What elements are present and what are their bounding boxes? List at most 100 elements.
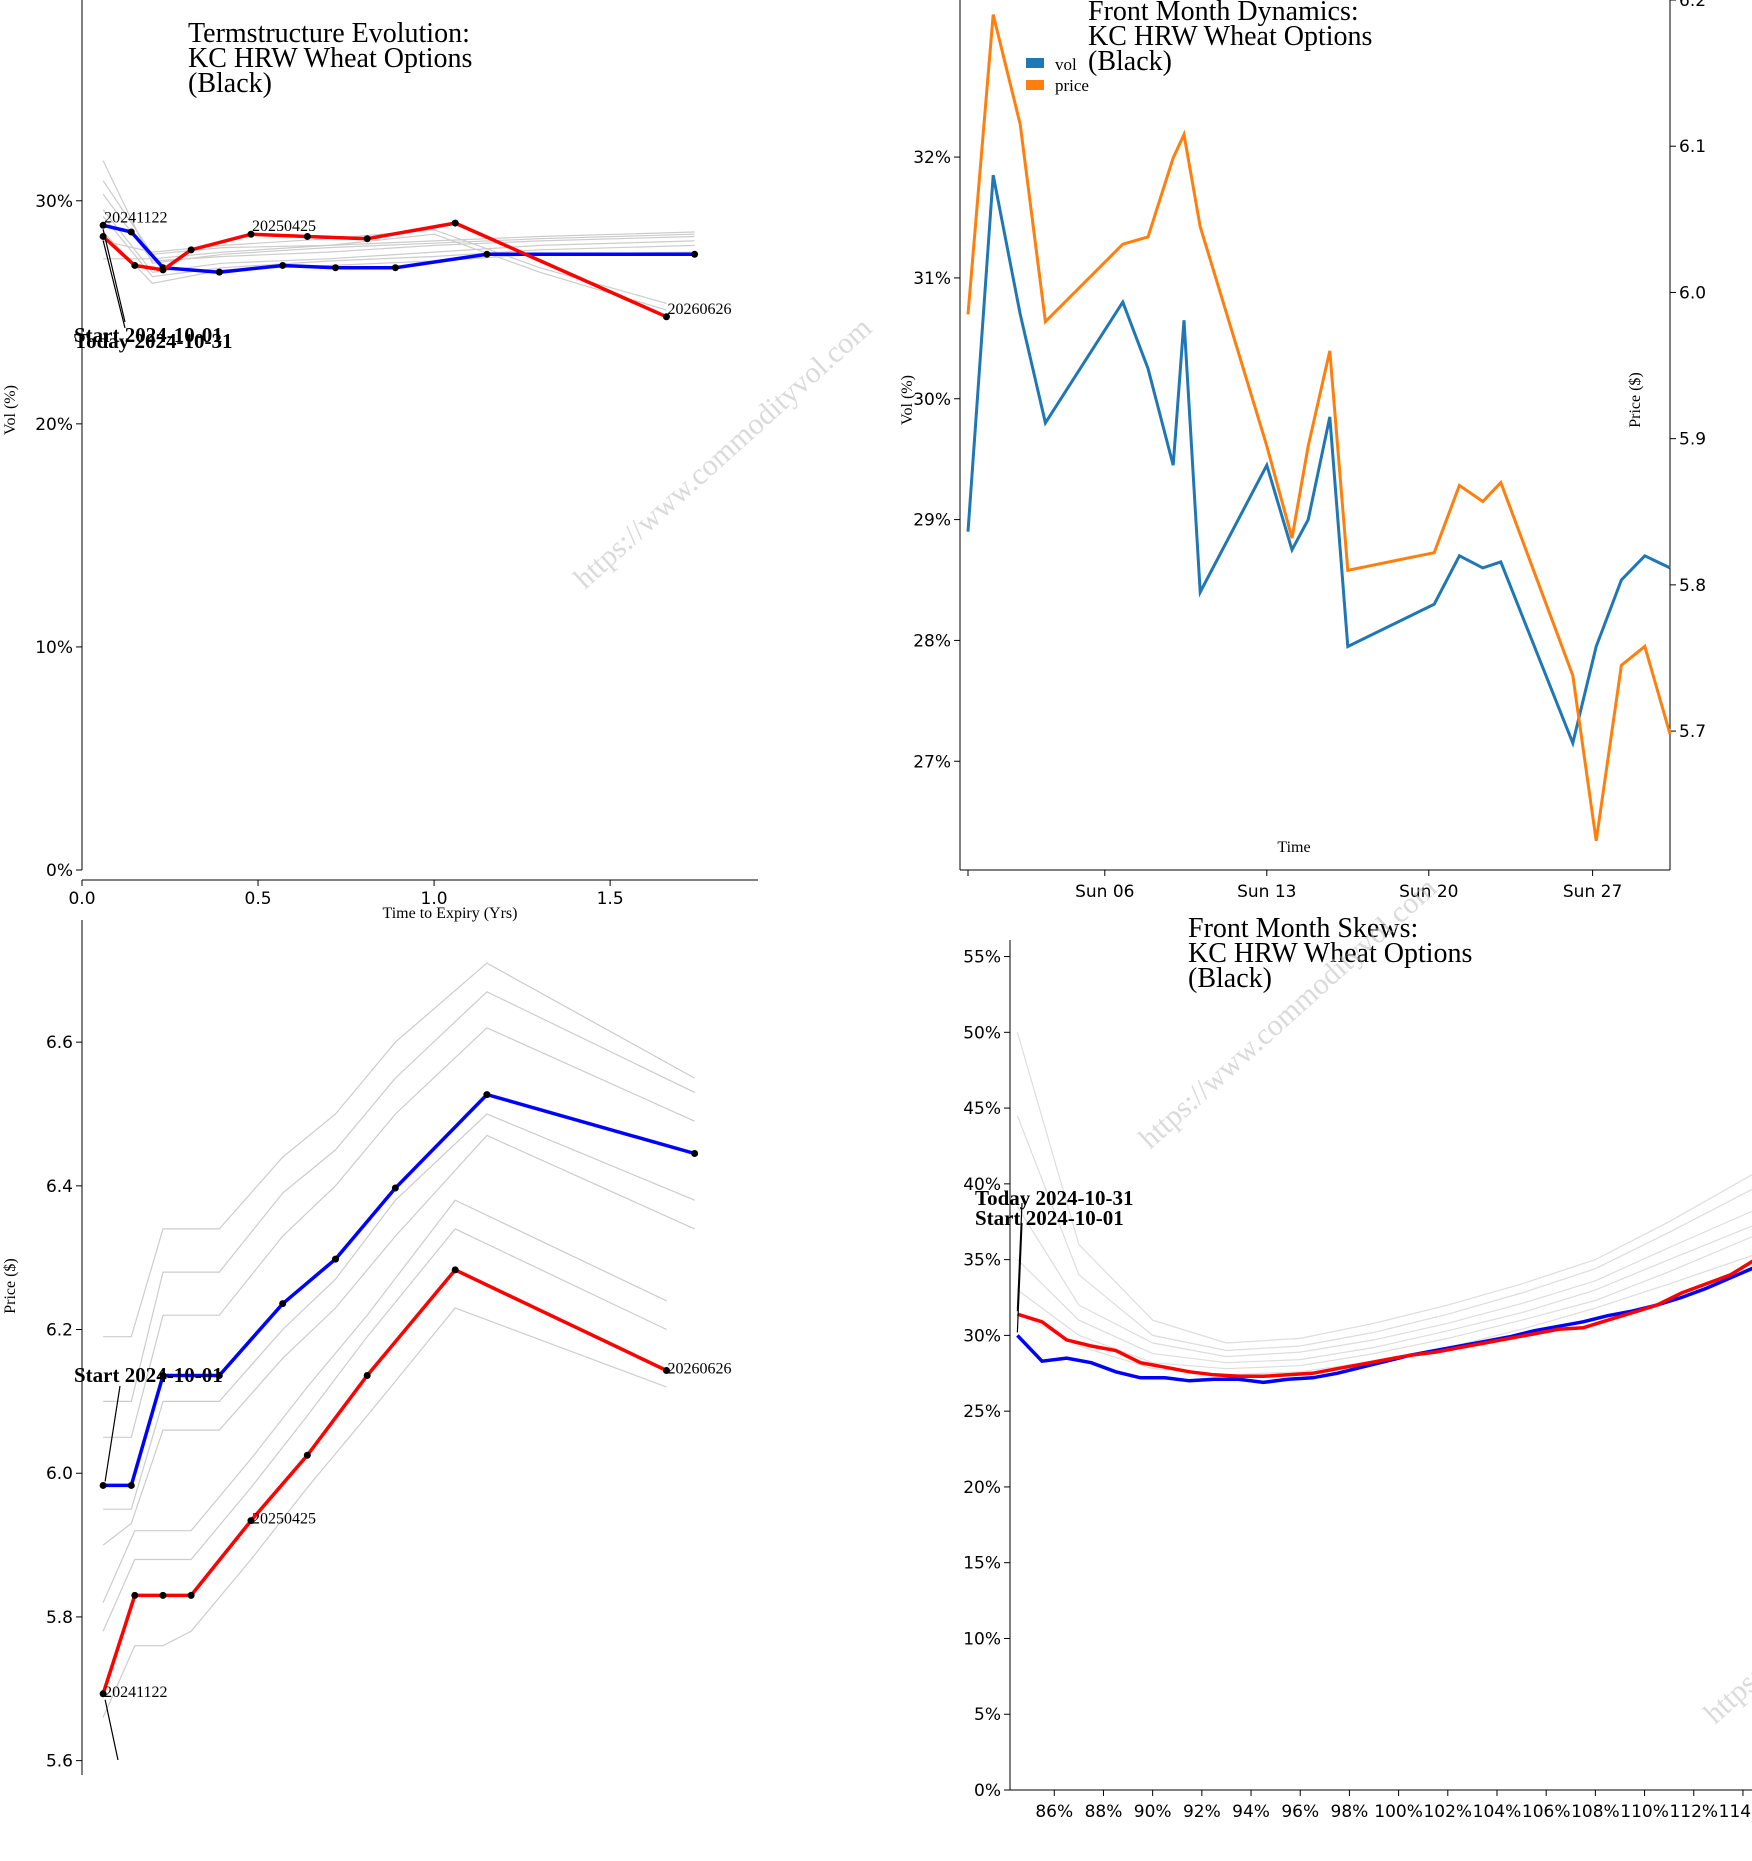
price-curve-annotation-arrow bbox=[104, 1699, 119, 1761]
front-skews-start-line bbox=[1016, 1266, 1752, 1385]
price-curve-start-point bbox=[279, 1300, 287, 1308]
history-term-curve bbox=[102, 160, 695, 264]
termstructure-annotation-start: Start 2024-10-01 bbox=[74, 323, 223, 347]
front-skews-y-tick-label: 45% bbox=[963, 1099, 1001, 1119]
termstructure-title-line-3: (Black) bbox=[188, 68, 272, 99]
front-skews-title-line-2: KC HRW Wheat Options bbox=[1188, 938, 1472, 969]
front-dynamics-y2-tick-label: 6.2 bbox=[1679, 0, 1706, 11]
front-dynamics-x-tick-label: Sun 27 bbox=[1563, 882, 1622, 902]
termstructure-x-tick-label: 1.0 bbox=[421, 889, 448, 909]
front-dynamics-y2-tick-label: 5.7 bbox=[1679, 722, 1706, 742]
termstructure-annotation-arrow bbox=[102, 229, 126, 323]
front-dynamics-axes: 27% 28% 29% 30% 31% 32% 5.7 5.8 5.9 6.0 6.1 6.2 Sun … bbox=[913, 0, 1706, 902]
termstructure-axes: 0% 10% 20% 30% 0.0 0.5 1.0 1.5 bbox=[35, 0, 758, 909]
front-dynamics-x-tick-label: Sun 06 bbox=[1075, 882, 1134, 902]
termstructure-today-point bbox=[662, 313, 670, 321]
front-skews-x-tick-label: 100% bbox=[1374, 1802, 1423, 1822]
watermark-4: https://www.commodityvol.com bbox=[1698, 1446, 1752, 1730]
front-skews-y-tick-label: 30% bbox=[963, 1326, 1001, 1346]
history-price-curve bbox=[103, 1113, 695, 1510]
termstructure-today-point bbox=[303, 232, 311, 240]
price-curve-today-point bbox=[247, 1517, 255, 1525]
front-dynamics-chart: 27% 28% 29% 30% 31% 32% 5.7 5.8 5.9 6.0 6.1 6.2 Sun … bbox=[899, 0, 1706, 902]
front-skews-axes: 0% 5% 10% 15% 20% 25% 30% 35% 40% 45% 50% 55% 86% 88%… bbox=[963, 940, 1752, 1822]
price-curve-y-tick-label: 6.2 bbox=[46, 1321, 73, 1341]
front-dynamics-x-tick-label: Sun 20 bbox=[1399, 882, 1458, 902]
price-curve-labels: 20241122 20250425 20260626 Start 2024-10-01 bbox=[74, 1360, 731, 1761]
price-curve-axes: 5.6 5.8 6.0 6.2 6.4 6.6 bbox=[46, 920, 83, 1775]
front-skews-y-tick-label: 10% bbox=[963, 1629, 1001, 1649]
front-skews-title-line-3: (Black) bbox=[1188, 963, 1272, 994]
front-skews-annotation-arrow bbox=[1016, 1202, 1023, 1312]
front-dynamics-y-tick-label: 29% bbox=[913, 511, 951, 531]
history-skew-curve bbox=[1016, 1032, 1752, 1344]
front-skews-title-line-1: Front Month Skews: bbox=[1188, 913, 1418, 944]
front-dynamics-series bbox=[966, 14, 1672, 842]
watermark-1: https://www.commodityvol.com bbox=[568, 311, 878, 595]
termstructure-y-tick-label: 10% bbox=[35, 638, 73, 658]
front-skews-y-tick-label: 5% bbox=[974, 1705, 1001, 1725]
price-curve-today-point bbox=[662, 1366, 670, 1374]
price-curve-today-point bbox=[131, 1591, 139, 1599]
front-dynamics-x-axis-label: Time bbox=[1277, 839, 1310, 856]
front-skews-x-tick-label: 112% bbox=[1669, 1802, 1718, 1822]
termstructure-start-point bbox=[99, 221, 107, 229]
price-curve-start-point bbox=[99, 1481, 107, 1489]
history-skew-curve bbox=[1016, 1206, 1752, 1358]
front-skews-x-tick-label: 98% bbox=[1331, 1802, 1369, 1822]
front-dynamics-x-tick-label: Sun 13 bbox=[1237, 882, 1296, 902]
termstructure-x-tick-label: 1.5 bbox=[597, 889, 624, 909]
front-skews-y-tick-label: 25% bbox=[963, 1402, 1001, 1422]
price-curve-start-point bbox=[691, 1150, 699, 1158]
legend-label-vol: vol bbox=[1055, 55, 1077, 74]
price-curve-contract-label: 20241122 bbox=[104, 1684, 167, 1701]
price-curve-start-point bbox=[127, 1481, 135, 1489]
price-curve-y-tick-label: 5.8 bbox=[46, 1608, 73, 1628]
front-dynamics-y2-tick-label: 5.9 bbox=[1679, 430, 1706, 450]
price-curve-y-tick-label: 6.0 bbox=[46, 1464, 73, 1484]
front-dynamics-title-line-3: (Black) bbox=[1088, 46, 1172, 77]
termstructure-contract-label: 20250425 bbox=[252, 218, 316, 235]
front-dynamics-price-line bbox=[966, 14, 1672, 842]
termstructure-x-tick-label: 0.0 bbox=[68, 889, 95, 909]
front-dynamics-y2-axis-label: Price ($) bbox=[1627, 372, 1644, 428]
history-price-curve bbox=[102, 1228, 667, 1632]
termstructure-title-line-1: Termstructure Evolution: bbox=[188, 18, 470, 49]
termstructure-today-point bbox=[187, 246, 195, 254]
history-price-curve bbox=[102, 1134, 695, 1546]
price-curve-today-line bbox=[101, 1267, 668, 1695]
front-skews-y-tick-label: 40% bbox=[963, 1175, 1001, 1195]
price-curve-today-point bbox=[159, 1591, 167, 1599]
termstructure-start-point bbox=[483, 250, 491, 258]
price-curve-start-point bbox=[391, 1184, 399, 1192]
legend-label-price: price bbox=[1055, 76, 1089, 95]
front-skews-x-tick-label: 108% bbox=[1571, 1802, 1620, 1822]
front-dynamics-vol-line bbox=[966, 174, 1671, 749]
history-price-curve bbox=[103, 1027, 695, 1438]
front-skews-y-tick-label: 0% bbox=[974, 1781, 1001, 1801]
price-curve-y-tick-label: 6.4 bbox=[46, 1177, 73, 1197]
history-price-curve bbox=[102, 1199, 667, 1603]
history-term-curve bbox=[103, 233, 667, 311]
termstructure-today-point bbox=[451, 219, 459, 227]
front-dynamics-y-tick-label: 27% bbox=[913, 752, 951, 772]
front-skews-x-tick-label: 102% bbox=[1423, 1802, 1472, 1822]
front-skews-annotation-start: Start 2024-10-01 bbox=[975, 1206, 1124, 1230]
termstructure-today-point bbox=[159, 266, 167, 274]
front-skews-x-tick-label: 110% bbox=[1620, 1802, 1669, 1822]
front-skews-series bbox=[1016, 1259, 1752, 1385]
termstructure-annotation-today: Today 2024-10-31 bbox=[74, 329, 233, 353]
front-skews-y-tick-label: 15% bbox=[963, 1554, 1001, 1574]
legend-swatch-vol bbox=[1026, 58, 1044, 68]
history-term-curve bbox=[102, 193, 695, 262]
front-dynamics-y2-tick-label: 5.8 bbox=[1679, 576, 1706, 596]
history-skew-curve bbox=[1016, 1225, 1752, 1364]
price-curve-contract-label: 20260626 bbox=[667, 1360, 731, 1377]
termstructure-start-point bbox=[332, 264, 339, 272]
front-skews-today-line bbox=[1016, 1259, 1752, 1379]
front-dynamics-y-tick-label: 28% bbox=[913, 631, 951, 651]
front-dynamics-y2-tick-label: 6.1 bbox=[1679, 137, 1706, 157]
front-dynamics-y-tick-label: 30% bbox=[913, 390, 951, 410]
